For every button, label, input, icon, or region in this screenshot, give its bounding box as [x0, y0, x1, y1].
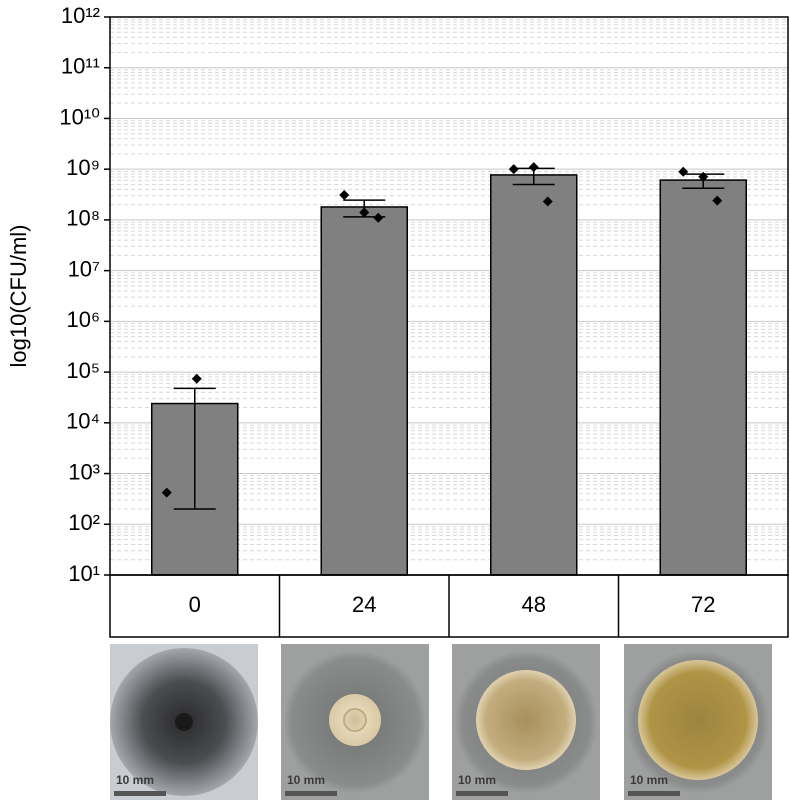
x-tick-label: 48	[522, 592, 546, 617]
y-tick-label: 10¹²	[61, 3, 100, 28]
y-tick-label: 10³	[68, 459, 100, 484]
y-tick-label: 10⁸	[66, 206, 100, 231]
data-point	[161, 487, 172, 498]
data-point	[712, 195, 723, 206]
data-point	[359, 207, 370, 218]
data-point	[678, 166, 689, 177]
scale-bar	[628, 791, 680, 796]
data-point	[698, 171, 709, 182]
bar	[490, 174, 578, 576]
y-tick-label: 10⁹	[66, 155, 100, 180]
y-tick-label: 10⁷	[68, 256, 100, 281]
bar	[659, 179, 747, 576]
data-point	[528, 162, 539, 173]
scale-bar-label: 10 mm	[116, 773, 154, 787]
colony	[476, 670, 576, 770]
category-row	[109, 574, 789, 638]
x-tick-label: 24	[352, 592, 376, 617]
y-axis-label: log10(CFU/ml)	[6, 224, 31, 367]
bar	[320, 206, 408, 576]
y-tick-label: 10⁴	[66, 409, 100, 434]
y-tick-label: 10⁶	[66, 307, 100, 332]
data-point	[373, 212, 384, 223]
scale-bar-label: 10 mm	[630, 773, 668, 787]
x-tick-label: 0	[189, 592, 201, 617]
plate-photos	[110, 644, 772, 800]
data-point	[508, 164, 519, 175]
scale-bar	[285, 791, 337, 796]
data-point	[191, 373, 202, 384]
colony-ring	[343, 708, 367, 732]
y-tick-label: 10¹⁰	[59, 104, 100, 129]
x-tick-label: 72	[691, 592, 715, 617]
colony	[329, 694, 381, 746]
colony	[638, 660, 758, 780]
data-point	[542, 196, 553, 207]
data-point	[339, 189, 350, 200]
scale-bar-label: 10 mm	[287, 773, 325, 787]
scale-bar-label: 10 mm	[458, 773, 496, 787]
scale-bar	[456, 791, 508, 796]
y-tick-label: 10²	[68, 510, 100, 535]
y-tick-label: 10¹¹	[61, 54, 100, 79]
colony	[175, 713, 193, 731]
y-tick-label: 10⁵	[66, 358, 100, 383]
scale-bar	[114, 791, 166, 796]
y-tick-label: 10¹	[68, 561, 100, 586]
